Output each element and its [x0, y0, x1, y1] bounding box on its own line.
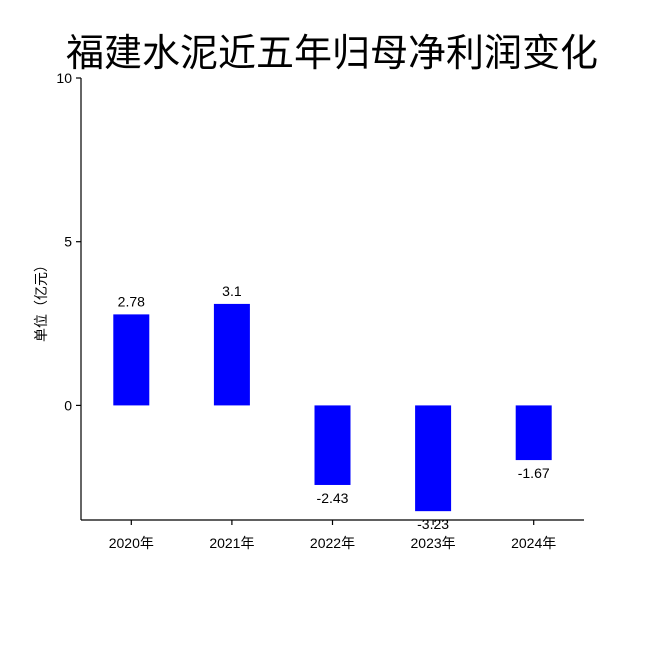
bar-2022年	[314, 405, 351, 485]
y-axis-ticks: 0 5 10	[56, 70, 81, 413]
data-labels: 2.78 3.1 -2.43 -3.23 -1.67	[118, 283, 550, 532]
bar-2023年	[415, 405, 452, 512]
data-label: 3.1	[222, 283, 242, 299]
x-axis-ticks: 2020年 2021年 2022年 2023年 2024年	[109, 520, 556, 551]
bar-2024年	[515, 405, 552, 461]
y-tick-label: 5	[64, 234, 72, 250]
x-tick-label: 2022年	[310, 535, 355, 551]
x-tick-label: 2020年	[109, 535, 154, 551]
bar-2021年	[213, 303, 250, 406]
chart-title: 福建水泥近五年归母净利润变化	[66, 31, 598, 75]
data-label: -3.23	[417, 516, 449, 532]
y-tick-label: 0	[64, 397, 72, 413]
data-label: -1.67	[518, 465, 550, 481]
y-tick-label: 10	[56, 70, 72, 86]
x-tick-label: 2024年	[511, 535, 556, 551]
data-label: 2.78	[118, 293, 145, 309]
bars	[113, 303, 552, 512]
bar-2020年	[113, 314, 150, 406]
y-axis-label: 单位（亿元）	[34, 258, 50, 342]
x-tick-label: 2021年	[209, 535, 254, 551]
data-label: -2.43	[317, 490, 349, 506]
x-tick-label: 2023年	[411, 535, 456, 551]
